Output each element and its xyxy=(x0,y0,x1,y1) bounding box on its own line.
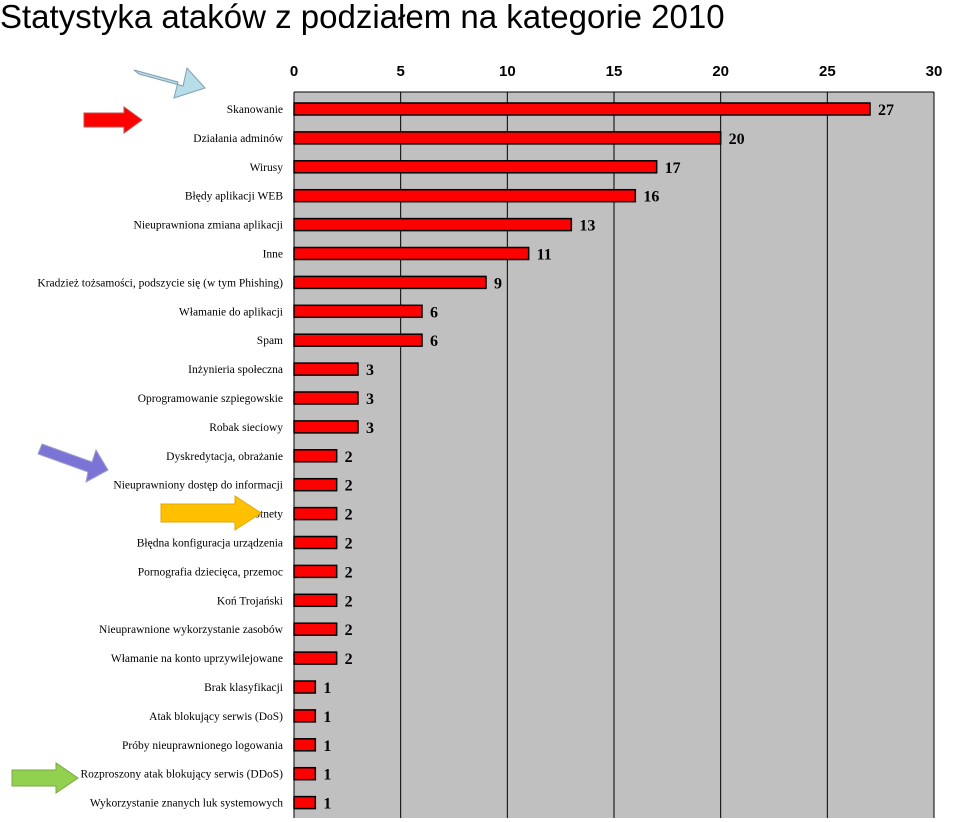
x-tick-label: 10 xyxy=(499,63,516,80)
category-label: Nieuprawnione wykorzystanie zasobów xyxy=(99,624,284,636)
data-label: 20 xyxy=(729,131,745,148)
bar xyxy=(293,477,338,492)
category-label: Kradzież tożsamości, podszycie się (w ty… xyxy=(37,277,283,289)
data-label: 2 xyxy=(345,622,353,639)
category-label: Inżynieria społeczna xyxy=(188,364,283,376)
data-label: 2 xyxy=(345,564,353,581)
x-tick-label: 25 xyxy=(819,63,836,80)
data-label: 9 xyxy=(494,275,502,292)
data-label: 1 xyxy=(323,680,331,697)
data-label: 2 xyxy=(345,478,353,495)
annotation-arrows xyxy=(11,66,262,794)
data-label: 2 xyxy=(345,536,353,553)
bar xyxy=(293,131,722,145)
bar xyxy=(293,275,487,290)
x-axis-ticks: 0 5 10 15 20 25 30 xyxy=(290,63,943,80)
data-label: 3 xyxy=(366,420,374,437)
category-label: Inne xyxy=(263,249,283,261)
yellow-arrow-icon xyxy=(160,495,262,531)
page-title: Statystyka ataków z podziałem na kategor… xyxy=(0,0,725,35)
category-label: Robak sieciowy xyxy=(209,422,283,434)
bar xyxy=(293,622,338,636)
bar xyxy=(293,766,317,781)
x-tick-label: 30 xyxy=(926,63,943,80)
category-label: Spam xyxy=(257,335,283,347)
bar xyxy=(293,535,338,550)
purple-arrow-icon xyxy=(37,443,109,483)
data-label: 17 xyxy=(665,160,681,177)
category-label: Błędy aplikacji WEB xyxy=(185,191,283,203)
data-label: 2 xyxy=(345,507,353,524)
data-label: 1 xyxy=(323,709,331,726)
data-label: 11 xyxy=(537,247,552,264)
bar xyxy=(293,160,658,174)
data-label: 3 xyxy=(366,362,374,379)
data-label: 6 xyxy=(430,304,438,321)
category-label: Nieuprawniony dostęp do informacji xyxy=(113,480,283,492)
data-label: 1 xyxy=(323,796,331,813)
category-label: Działania adminów xyxy=(193,133,283,145)
category-label: Próby nieuprawnionego logowania xyxy=(122,740,283,752)
bar xyxy=(293,564,338,579)
bar xyxy=(293,102,871,116)
category-label: Wirusy xyxy=(250,162,284,174)
category-label: Nieuprawniona zmiana aplikacji xyxy=(134,220,283,232)
category-label: Koń Trojański xyxy=(217,595,283,607)
bar xyxy=(293,391,359,405)
category-label: Brak klasyfikacji xyxy=(204,682,283,694)
data-label: 16 xyxy=(643,189,659,206)
data-label: 6 xyxy=(430,333,438,350)
category-label: Dyskredytacja, obrażanie xyxy=(166,451,283,463)
x-tick-label: 0 xyxy=(290,63,298,80)
bar xyxy=(293,246,530,261)
bar xyxy=(293,449,338,463)
bar xyxy=(293,333,423,347)
data-label: 1 xyxy=(323,738,331,755)
data-label: 2 xyxy=(345,449,353,466)
x-tick-label: 15 xyxy=(606,63,623,80)
data-label: 3 xyxy=(366,391,374,408)
bar xyxy=(293,217,573,232)
data-label: 2 xyxy=(345,593,353,610)
category-label: Pornografia dziecięca, przemoc xyxy=(138,566,283,578)
data-label: 27 xyxy=(878,102,894,119)
x-tick-label: 5 xyxy=(396,63,404,80)
data-label: 1 xyxy=(323,767,331,784)
x-tick-label: 20 xyxy=(712,63,729,80)
bar xyxy=(293,362,359,376)
red-arrow-icon xyxy=(83,106,143,134)
bar xyxy=(293,304,423,319)
category-label: Włamanie na konto uprzywilejowane xyxy=(111,653,283,665)
category-label: Oprogramowanie szpiegowskie xyxy=(138,393,283,405)
category-label: Atak blokujący serwis (DoS) xyxy=(149,711,283,723)
bars: Skanowanie 27 Działania adminów 20 Wirusy 17 B… xyxy=(37,102,894,813)
category-label: Włamanie do aplikacji xyxy=(179,306,283,318)
bar xyxy=(293,680,317,694)
category-label: Skanowanie xyxy=(227,104,283,116)
gridlines xyxy=(293,91,935,818)
bar xyxy=(293,795,317,810)
bar xyxy=(293,651,338,665)
data-label: 13 xyxy=(579,218,595,235)
data-label: 2 xyxy=(345,651,353,668)
category-label: Błędna konfiguracja urządzenia xyxy=(137,538,283,550)
category-label: Rozproszony atak blokujący serwis (DDoS) xyxy=(81,769,284,781)
bar xyxy=(293,593,338,608)
category-label: Wykorzystanie znanych luk systemowych xyxy=(90,798,283,810)
bar xyxy=(293,188,637,203)
bar xyxy=(293,420,359,434)
green-arrow-icon xyxy=(11,762,79,794)
bar xyxy=(293,709,317,723)
light-blue-arrow-icon xyxy=(133,66,206,99)
bar xyxy=(293,738,317,752)
bar xyxy=(293,506,338,521)
